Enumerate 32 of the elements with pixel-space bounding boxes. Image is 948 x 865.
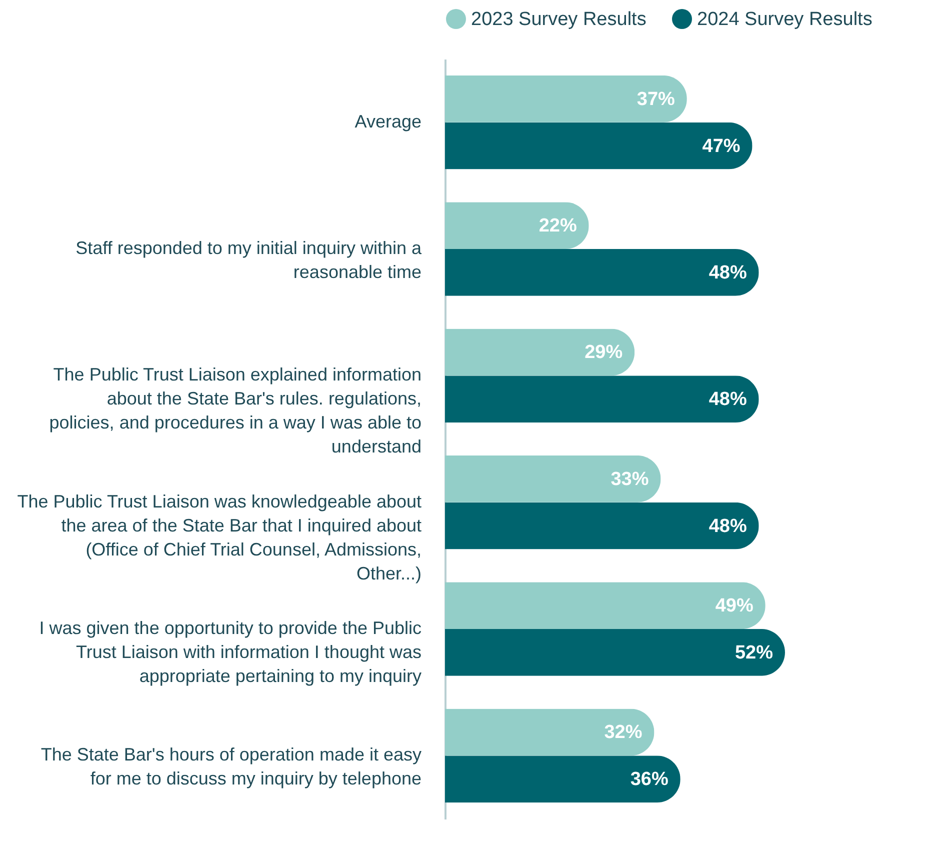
data-label: 29% [584,342,623,364]
data-label: 36% [630,769,668,790]
bar [445,202,589,249]
data-label: 49% [715,596,754,617]
y-tick-label: The Public Trust Liaison explained information about the State Bar's rules. regulations, policies, and procedures in a way I was able to understand [49,364,422,457]
data-label: 32% [604,722,642,744]
bar [445,708,654,756]
y-tick-label: Average [354,111,422,132]
bar [445,502,759,550]
bar [445,455,661,502]
bar [445,756,680,803]
bar [445,376,759,423]
data-label: 48% [708,516,747,537]
y-tick-label: I was given the opportunity to provide the Public Trust Liaison with information I thought was appropriate pertaining to my inquiry [39,618,422,686]
legend-label: 2024 Survey Results [697,9,872,30]
data-label: 48% [708,262,747,284]
legend-label: 2023 Survey Results [471,9,646,30]
data-label: 48% [708,389,747,410]
y-tick-label: The Public Trust Liaison was knowledgeable about the area of the State Bar that I inquired about (Office of Chief Trial Counsel, Admissions, Other...) [17,491,422,584]
bar [445,328,635,376]
bar [445,629,785,676]
data-label: 33% [610,468,649,490]
bar [445,122,752,170]
y-tick-label: Staff responded to my initial inquiry within a reasonable time [76,238,422,282]
y-tick-label: The State Bar's hours of operation made it easy for me to discuss my inquiry by telephone [40,744,422,789]
bar [445,582,766,629]
data-label: 47% [702,136,740,157]
data-label: 22% [538,216,577,237]
data-label: 52% [734,642,774,664]
bar [445,249,759,296]
bar [445,75,687,122]
data-label: 37% [636,88,676,110]
